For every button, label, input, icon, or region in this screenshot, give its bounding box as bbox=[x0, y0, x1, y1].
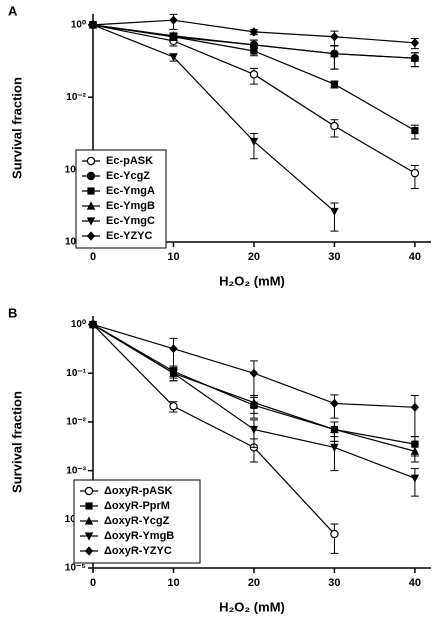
y-axis-label: Survival fraction bbox=[9, 391, 24, 493]
legend-marker bbox=[84, 546, 94, 556]
y-tick-label: 10⁻³ bbox=[66, 465, 86, 476]
point bbox=[88, 319, 98, 330]
point bbox=[249, 27, 259, 37]
point bbox=[169, 31, 178, 40]
y-tick-label: 10⁻⁶ bbox=[65, 237, 86, 248]
point bbox=[249, 368, 259, 378]
y-tick-label: 10⁻⁵ bbox=[65, 563, 86, 574]
point bbox=[330, 529, 339, 539]
y-tick-label: 10⁻² bbox=[66, 417, 86, 428]
y-tick-label: 10⁻¹ bbox=[66, 368, 86, 379]
legend-marker bbox=[86, 231, 96, 241]
x-tick-label: 20 bbox=[248, 251, 260, 263]
legend-label: ΔoxyR-YmgB bbox=[104, 530, 174, 542]
point bbox=[411, 126, 419, 135]
x-tick-label: 0 bbox=[90, 251, 96, 263]
point bbox=[169, 344, 178, 354]
x-tick-label: 20 bbox=[248, 577, 260, 589]
point bbox=[330, 443, 339, 453]
legend-label: ΔoxyR-PprM bbox=[104, 500, 170, 512]
legend-label: Ec-YmgB bbox=[106, 200, 155, 212]
point bbox=[249, 425, 259, 435]
point bbox=[410, 474, 420, 483]
legend: ΔoxyR-pASK ΔoxyR-PprM ΔoxyR-YcgZ ΔoxyR-YmgB… bbox=[73, 479, 201, 564]
point bbox=[330, 424, 339, 434]
legend-marker bbox=[86, 201, 96, 210]
point bbox=[169, 53, 178, 62]
panel-label: A bbox=[8, 3, 18, 18]
legend: Ec-pASK Ec-YcgZ Ec-YmgA Ec-YmgB Ec-YmgC Ec-YZ… bbox=[75, 149, 167, 249]
point bbox=[330, 32, 339, 42]
point bbox=[330, 207, 339, 217]
y-tick-label: 10⁻² bbox=[66, 92, 86, 103]
point bbox=[330, 121, 339, 131]
legend-label: ΔoxyR-YZYC bbox=[104, 545, 172, 557]
point bbox=[88, 20, 98, 30]
legend-label: Ec-pASK bbox=[106, 155, 153, 167]
legend-marker bbox=[84, 532, 94, 541]
x-tick-label: 10 bbox=[167, 577, 179, 589]
panel-label: B bbox=[8, 305, 17, 320]
error-bar bbox=[410, 394, 419, 438]
x-tick-label: 10 bbox=[167, 251, 179, 263]
x-tick-label: 30 bbox=[328, 577, 340, 589]
point bbox=[330, 398, 339, 409]
error-bar bbox=[249, 132, 258, 160]
legend-label: Ec-YmgA bbox=[106, 185, 155, 197]
point bbox=[410, 38, 420, 48]
point bbox=[249, 70, 259, 79]
legend-marker bbox=[84, 516, 94, 525]
point bbox=[249, 40, 259, 49]
error-bar bbox=[330, 523, 339, 554]
point bbox=[410, 446, 420, 455]
y-tick-label: 10⁰ bbox=[71, 319, 86, 330]
legend-marker bbox=[86, 171, 96, 181]
point bbox=[330, 49, 339, 58]
y-axis-label: Survival fraction bbox=[9, 77, 24, 179]
legend-marker bbox=[86, 217, 96, 226]
error-bar bbox=[249, 360, 258, 408]
legend-marker bbox=[85, 502, 93, 510]
legend-marker bbox=[84, 486, 94, 496]
point bbox=[410, 168, 420, 178]
point bbox=[169, 369, 178, 378]
legend-label: Ec-YmgC bbox=[106, 215, 155, 227]
x-tick-label: 30 bbox=[328, 251, 340, 263]
point bbox=[169, 15, 178, 25]
y-tick-label: 10⁻⁴ bbox=[65, 164, 86, 175]
error-bar bbox=[330, 436, 339, 472]
point bbox=[169, 402, 178, 411]
x-tick-label: 0 bbox=[90, 577, 96, 589]
x-tick-label: 40 bbox=[409, 577, 421, 589]
error-bar bbox=[169, 337, 178, 370]
legend-marker bbox=[87, 187, 95, 195]
x-tick-label: 40 bbox=[409, 251, 421, 263]
legend-label: ΔoxyR-YcgZ bbox=[104, 515, 170, 527]
x-axis-label: H₂O₂ (mM) bbox=[219, 273, 285, 288]
series-line bbox=[92, 324, 335, 535]
series-line bbox=[92, 24, 335, 212]
legend-label: Ec-YcgZ bbox=[106, 170, 150, 182]
legend-label: Ec-YZYC bbox=[106, 230, 153, 242]
x-axis-label: H₂O₂ (mM) bbox=[219, 599, 285, 614]
legend-label: ΔoxyR-pASK bbox=[104, 485, 172, 497]
error-bar bbox=[330, 202, 339, 232]
legend-marker bbox=[86, 156, 96, 166]
point bbox=[410, 53, 420, 62]
point bbox=[330, 80, 339, 88]
point bbox=[410, 402, 420, 412]
y-tick-label: 10⁰ bbox=[71, 20, 86, 31]
point bbox=[249, 137, 259, 147]
